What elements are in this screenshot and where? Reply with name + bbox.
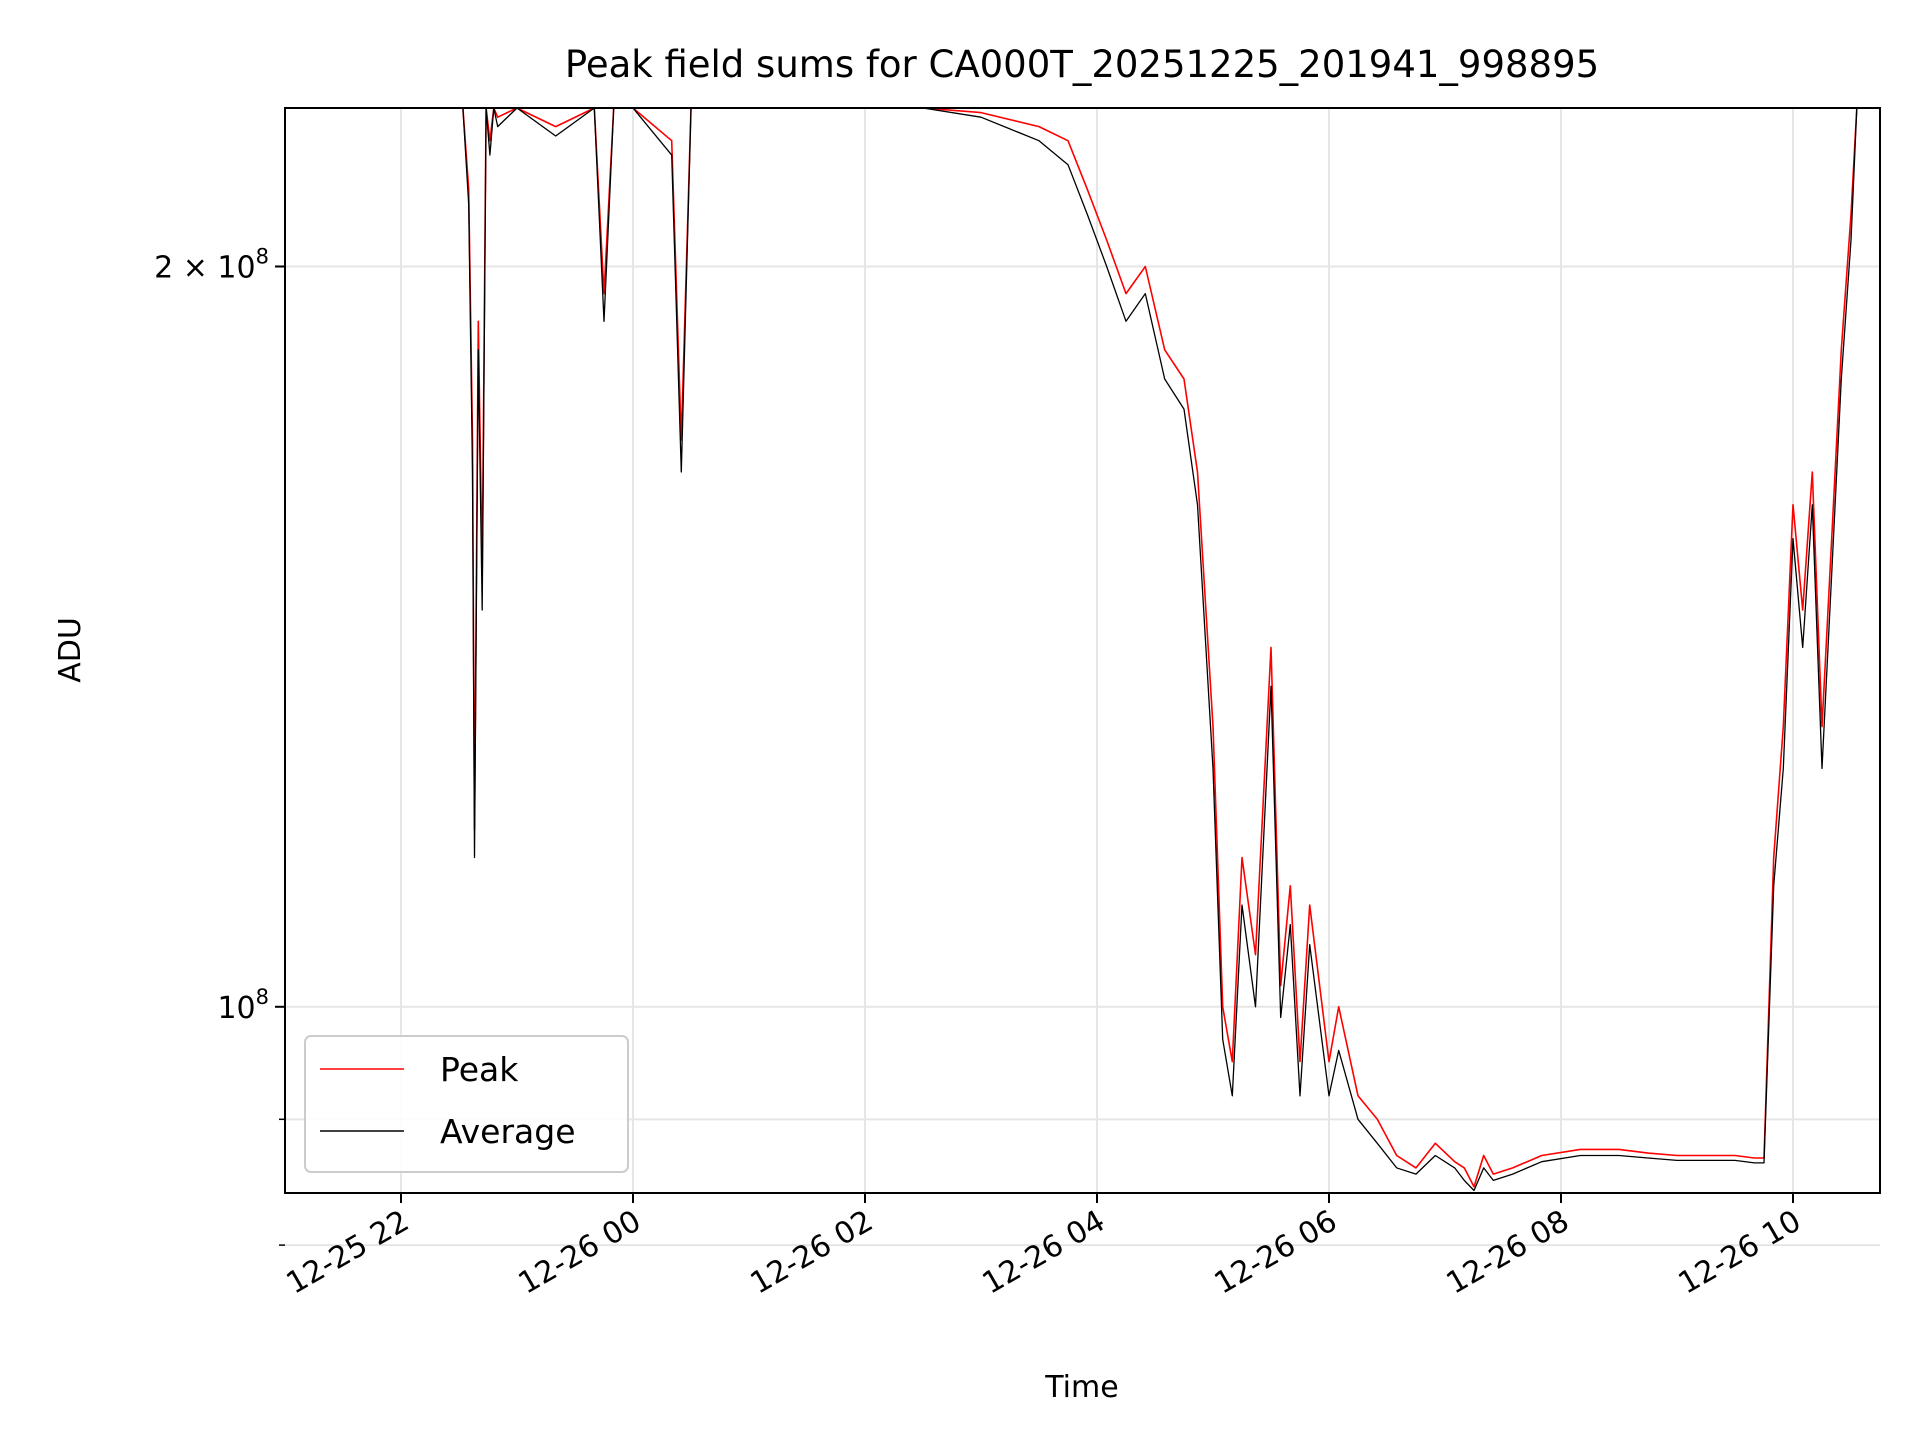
y-tick-label: 2 × 108: [154, 245, 269, 286]
y-tick-label-base: 10: [217, 991, 255, 1026]
chart-title: Peak field sums for CA000T_20251225_2019…: [565, 43, 1599, 86]
legend-box: [304, 1035, 629, 1173]
grid-lines: [285, 108, 1880, 1247]
plot-area-frame: [284, 107, 1881, 1194]
x-axis-label: Time: [1044, 1370, 1118, 1405]
legend-label-peak: Peak: [440, 1050, 519, 1089]
y-tick-label-exponent: 8: [256, 985, 269, 1009]
legend-label-average: Average: [440, 1112, 576, 1151]
legend: Peak Average: [304, 1035, 629, 1173]
y-tick-label-base: 2 × 10: [154, 251, 255, 286]
series-line-average: [462, 107, 1858, 1192]
y-axis-label: ADU: [53, 617, 88, 683]
series-layer: [462, 107, 1858, 1192]
y-tick-label-exponent: 8: [256, 245, 269, 269]
y-tick-label: 108: [217, 985, 269, 1026]
